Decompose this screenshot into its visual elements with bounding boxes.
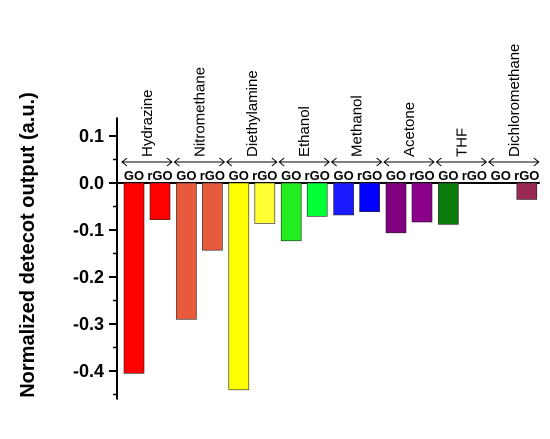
bar-label: rGO [514, 168, 539, 183]
bar-label: GO [438, 168, 458, 183]
bar-label: rGO [200, 168, 225, 183]
bar-label: GO [124, 168, 144, 183]
bar-label: GO [281, 168, 301, 183]
y-axis-label: Normalized detecot output (a.u.) [17, 92, 39, 398]
bar-label: GO [386, 168, 406, 183]
y-tick-label: -0.3 [73, 314, 104, 334]
y-tick-label: -0.2 [73, 267, 104, 287]
bar-label: rGO [252, 168, 277, 183]
analyte-label: THF [453, 128, 470, 157]
bars [124, 183, 537, 390]
bar-methanol-go [334, 183, 354, 215]
analyte-label: Diethylamine [244, 70, 261, 157]
bar-methanol-rgo [360, 183, 380, 212]
bar-label: GO [229, 168, 249, 183]
bar-label: rGO [147, 168, 172, 183]
y-tick-label: -0.1 [73, 220, 104, 240]
analyte-label: Acetone [401, 102, 418, 157]
bar-label: GO [176, 168, 196, 183]
bar-labels: GO rGO GO rGO GO rGO GO rGO GO rGO GO rGO GO rGO GO rGO [124, 168, 540, 183]
bar-thf-go [438, 183, 458, 224]
bar-label: rGO [409, 168, 434, 183]
analyte-label: Nitromethane [191, 67, 208, 157]
bar-acetone-go [386, 183, 406, 233]
analyte-label: Ethanol [296, 106, 313, 157]
bar-dichloromethane-rgo [517, 183, 537, 199]
bar-label: rGO [305, 168, 330, 183]
y-tick-label: 0.1 [79, 126, 104, 146]
bar-label: rGO [462, 168, 487, 183]
bar-label: GO [491, 168, 511, 183]
y-tick-label: -0.4 [73, 361, 104, 381]
bar-ethanol-go [281, 183, 301, 241]
bar-hydrazine-go [124, 183, 144, 373]
y-tick-label: 0.0 [79, 173, 104, 193]
bar-acetone-rgo [412, 183, 432, 222]
group-headers: Hydrazine Nitromethane Diethylamine Ethanol… [122, 44, 539, 166]
bar-diethylamine-rgo [255, 183, 275, 223]
analyte-label: Hydrazine [139, 89, 156, 157]
bar-hydrazine-rgo [150, 183, 170, 220]
bar-label: rGO [357, 168, 382, 183]
bar-nitromethane-rgo [202, 183, 222, 250]
analyte-label: Methanol [349, 95, 366, 157]
analyte-label: Dichloromethane [506, 44, 523, 157]
bar-ethanol-rgo [307, 183, 327, 216]
bar-diethylamine-go [229, 183, 249, 390]
bar-label: GO [333, 168, 353, 183]
bar-nitromethane-go [176, 183, 196, 319]
